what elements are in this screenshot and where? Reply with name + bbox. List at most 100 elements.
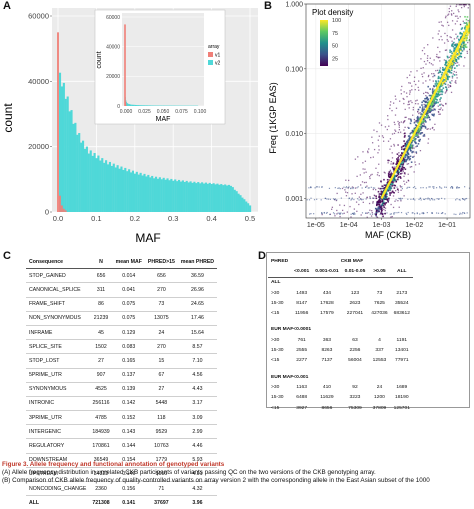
scatter-point [388, 160, 389, 161]
scatter-point [382, 213, 384, 215]
scatter-point [433, 188, 434, 189]
section-title-row: ALL [268, 277, 413, 288]
scatter-point [419, 107, 421, 109]
scatter-point [362, 162, 363, 163]
scatter-point [460, 24, 461, 25]
scatter-point [442, 82, 444, 84]
scatter-point [449, 71, 451, 73]
legend-key-v2 [208, 60, 213, 65]
scatter-point [434, 97, 436, 99]
scatter-point [334, 213, 335, 214]
scatter-point [439, 187, 440, 188]
scatter-point [420, 68, 421, 69]
scatter-point [407, 199, 408, 200]
scatter-point [374, 213, 375, 214]
scatter-point [404, 183, 405, 184]
scatter-point [427, 198, 428, 199]
scatter-point [397, 153, 399, 155]
scatter-point [414, 141, 416, 143]
table-cell: 0.144 [113, 439, 145, 453]
scatter-point [393, 168, 395, 170]
table-cell: 4.46 [178, 439, 217, 453]
scatter-point [310, 213, 311, 214]
scatter-point [336, 199, 337, 200]
scatter-point [401, 93, 402, 94]
scatter-point [339, 187, 340, 188]
scatter-point [426, 113, 428, 115]
scatter-point [390, 216, 391, 217]
scatter-point [441, 72, 443, 74]
histogram-bar-v2 [84, 149, 86, 212]
histogram-bar-v2 [67, 96, 69, 212]
scatter-point [385, 195, 387, 197]
scatter-point [463, 65, 464, 66]
scatter-point [454, 67, 456, 69]
histogram-bar-v2 [155, 177, 157, 212]
histogram-bar-v2 [74, 123, 76, 212]
scatter-point [439, 101, 440, 102]
scatter-point [451, 69, 453, 71]
scatter-point [434, 59, 435, 60]
scatter-point [383, 141, 384, 142]
x-tick-label: 1e-03 [373, 222, 391, 229]
histogram-bar-v2 [195, 183, 197, 212]
table-cell: 0.165 [113, 354, 145, 368]
table-cell: ALL [26, 496, 89, 509]
scatter-point [432, 186, 433, 187]
scatter-point [333, 198, 334, 199]
scatter-point [387, 179, 389, 181]
scatter-point [388, 126, 389, 127]
scatter-point [408, 135, 410, 137]
scatter-point [372, 142, 373, 143]
x-tick-label: 1e-02 [405, 222, 423, 229]
scatter-point [375, 208, 377, 210]
table-cell: 73 [368, 288, 390, 298]
inset-x-tick-label: 0.075 [175, 109, 188, 115]
scatter-point [356, 176, 357, 177]
scatter-point [424, 47, 425, 48]
table-cell: 3223 [342, 393, 369, 403]
scatter-point [401, 153, 403, 155]
y-tick-label: 0 [45, 208, 49, 217]
x-tick-label: 0.5 [245, 214, 255, 223]
scatter-point [423, 93, 424, 94]
scatter-point [453, 46, 455, 48]
scatter-point [328, 199, 329, 200]
scatter-point [349, 206, 350, 207]
scatter-point [428, 186, 429, 187]
table-cell: 24.65 [178, 297, 217, 311]
table-cell: 2173 [391, 288, 413, 298]
scatter-point [397, 179, 399, 181]
scatter-point [404, 91, 405, 92]
table-cell: 0.142 [113, 396, 145, 410]
scatter-point [413, 147, 414, 148]
table-cell: >30 [268, 335, 291, 345]
scatter-point [428, 110, 430, 112]
scatter-point [407, 141, 409, 143]
scatter-point [380, 194, 382, 196]
scatter-point [344, 213, 345, 214]
scatter-point [439, 104, 441, 106]
scatter-point [340, 188, 341, 189]
histogram-bar-v2 [117, 165, 119, 212]
scatter-point [460, 36, 462, 38]
scatter-point [427, 143, 428, 144]
scatter-point [431, 198, 432, 199]
scatter-point [418, 128, 420, 130]
histogram-bar-v1 [59, 196, 61, 212]
scatter-point [426, 187, 427, 188]
scatter-point [467, 31, 469, 33]
scatter-point [391, 110, 392, 111]
scatter-point [406, 214, 407, 215]
scatter-point [456, 74, 457, 75]
scatter-point [398, 169, 400, 171]
scatter-point [374, 187, 375, 188]
scatter-point [432, 76, 433, 77]
scatter-point [375, 168, 376, 169]
scatter-point [345, 191, 346, 192]
scatter-point [404, 133, 406, 135]
scatter-point [335, 187, 336, 188]
scatter-point [449, 85, 450, 86]
scatter-point [388, 198, 390, 200]
